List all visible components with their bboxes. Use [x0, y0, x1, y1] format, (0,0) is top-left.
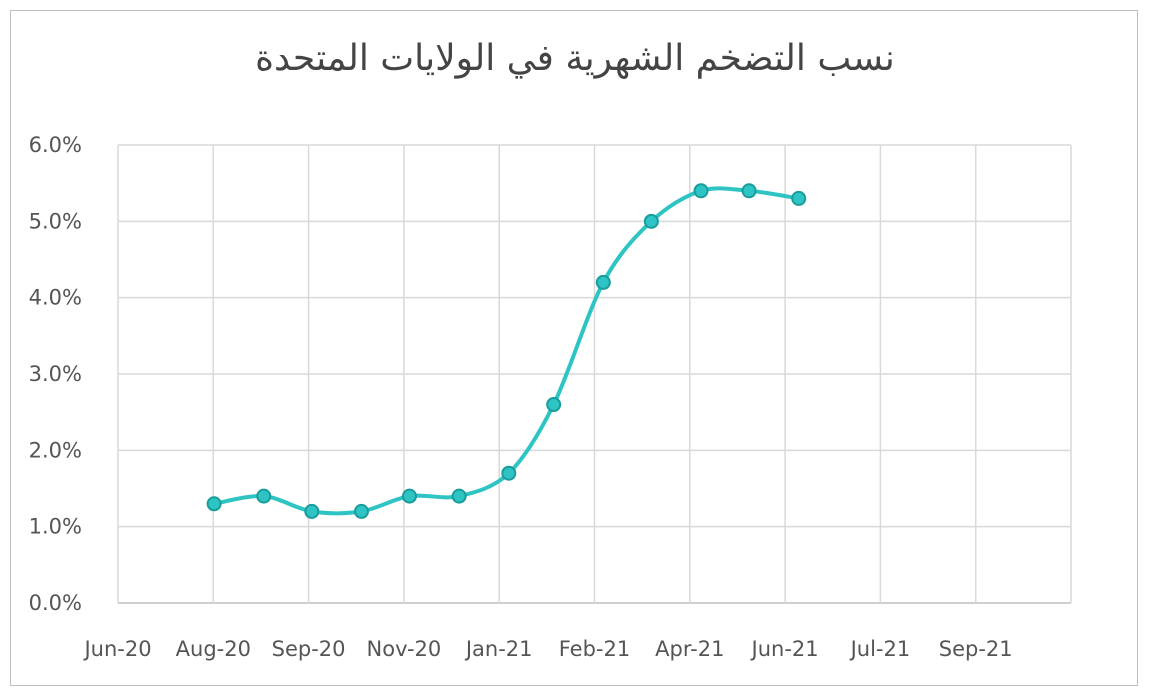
x-tick-label: Sep-21 [939, 637, 1013, 661]
x-tick-label: Apr-21 [655, 637, 724, 661]
y-tick-label: 0.0% [29, 591, 82, 615]
y-axis-ticks: 0.0% 1.0% 2.0% 3.0% 4.0% 5.0% 6.0% [29, 133, 82, 615]
data-point [402, 488, 418, 504]
data-point [741, 183, 757, 199]
x-tick-label: Jun-20 [82, 637, 151, 661]
x-tick-label: Sep-20 [272, 637, 346, 661]
x-tick-label: Aug-20 [176, 637, 251, 661]
y-tick-label: 4.0% [29, 286, 82, 310]
data-point [693, 183, 709, 199]
data-point [451, 488, 467, 504]
data-point [501, 465, 517, 481]
y-tick-label: 6.0% [29, 133, 82, 157]
data-point [206, 496, 222, 512]
series-group [206, 183, 807, 519]
series-line [213, 186, 800, 516]
y-tick-label: 5.0% [29, 209, 82, 233]
data-point [791, 190, 807, 206]
grid [117, 144, 1072, 604]
x-tick-label: Jun-21 [750, 637, 819, 661]
y-tick-label: 3.0% [29, 362, 82, 386]
y-tick-label: 1.0% [29, 515, 82, 539]
x-tick-label: Jul-21 [849, 637, 911, 661]
x-axis-ticks: Jun-20 Aug-20 Sep-20 Nov-20 Jan-21 Feb-21 Apr-… [82, 637, 1012, 661]
data-point [353, 503, 369, 519]
x-tick-label: Feb-21 [559, 637, 630, 661]
chart-title: نسب التضخم الشهرية في الولايات المتحدة [255, 38, 895, 79]
data-point [256, 488, 272, 504]
data-point [304, 503, 320, 519]
chart-frame [10, 10, 1138, 686]
y-tick-label: 2.0% [29, 438, 82, 462]
data-point [595, 274, 611, 290]
data-point [546, 397, 562, 413]
x-tick-label: Nov-20 [367, 637, 442, 661]
data-point [643, 213, 659, 229]
x-tick-label: Jan-21 [464, 637, 533, 661]
